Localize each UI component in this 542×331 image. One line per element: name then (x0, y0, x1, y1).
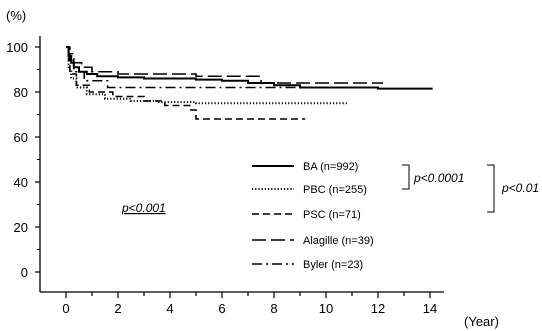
x-tick-label: 14 (423, 301, 437, 316)
x-tick-label: 8 (270, 301, 277, 316)
x-tick-label: 4 (166, 301, 173, 316)
series-line-long-dash (66, 46, 384, 84)
y-tick-label: 40 (14, 175, 28, 190)
x-tick-label: 6 (218, 301, 225, 316)
bracket-inner-line (402, 164, 410, 190)
series-line-dash-dot (66, 46, 347, 89)
x-tick-label: 0 (62, 301, 69, 316)
overall-p-value: p<0.001 (121, 201, 166, 215)
bracket-inner: p<0.0001 (402, 164, 464, 190)
y-tick-label: 60 (14, 130, 28, 145)
legend-label: PSC (n=71) (303, 209, 361, 221)
bracket-outer: p<0.01 (487, 164, 539, 213)
axes: 0 20 40 60 80 100 0 2 4 6 8 10 12 14 (6, 36, 444, 316)
bracket-inner-p-value: p<0.0001 (413, 171, 464, 185)
x-tick-label: 2 (114, 301, 121, 316)
bracket-outer-p-value: p<0.01 (501, 181, 539, 195)
bracket-outer-line (487, 164, 495, 213)
y-tick-label: 100 (6, 40, 28, 55)
series-group (66, 46, 433, 120)
series-line-dotted (66, 46, 347, 105)
legend-label: Alagille (n=39) (303, 235, 374, 247)
legend-label: Byler (n=23) (303, 259, 363, 271)
series-line-short-dash (66, 46, 306, 120)
x-axis-unit-label: (Year) (464, 314, 499, 329)
y-axis-unit-label: (%) (6, 8, 26, 23)
x-tick-label: 10 (319, 301, 333, 316)
x-tick-label: 12 (371, 301, 385, 316)
y-tick-label: 0 (21, 265, 28, 280)
y-tick-label: 20 (14, 220, 28, 235)
legend-label: BA (n=992) (303, 161, 358, 173)
y-tick-label: 80 (14, 85, 28, 100)
legend: BA (n=992) PBC (n=255) PSC (n=71) Alagille … (252, 161, 374, 271)
legend-label: PBC (n=255) (303, 184, 367, 196)
